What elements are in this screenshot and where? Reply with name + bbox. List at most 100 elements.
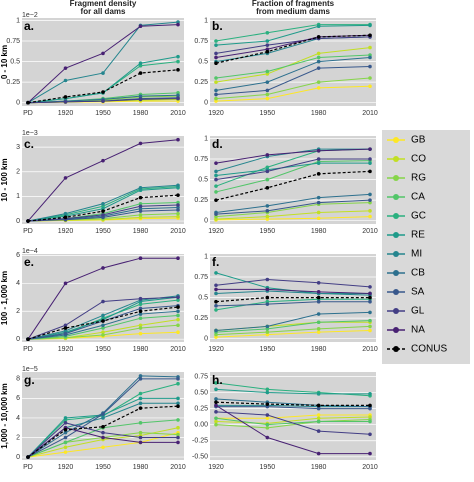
point <box>265 39 270 43</box>
point <box>368 157 372 161</box>
point <box>316 416 321 421</box>
point <box>214 169 218 174</box>
series-line <box>215 158 370 181</box>
point <box>265 96 270 101</box>
y-tick-label: 6 <box>16 395 20 402</box>
point <box>26 337 30 342</box>
point <box>214 304 218 308</box>
point <box>176 381 180 386</box>
y-tick-label: 0.25 <box>6 79 20 86</box>
point <box>138 309 143 314</box>
series-line <box>215 210 371 220</box>
point <box>368 161 372 165</box>
series-line <box>215 298 370 311</box>
point <box>176 317 180 322</box>
point <box>214 410 218 414</box>
series-line <box>215 148 371 164</box>
x-tick-label: 1920 <box>208 346 224 353</box>
point <box>316 161 321 165</box>
y-tick-label: 0.75 <box>194 38 208 45</box>
point <box>63 430 68 435</box>
point <box>265 277 270 282</box>
point <box>316 392 321 396</box>
point <box>63 331 68 336</box>
x-tick-label: PD <box>23 228 33 235</box>
point <box>176 256 180 260</box>
point <box>138 421 143 425</box>
series-line <box>215 47 371 83</box>
series-line <box>216 404 370 408</box>
point <box>138 296 143 301</box>
point <box>138 377 143 381</box>
point <box>214 419 218 424</box>
y-tick-label: 3 <box>16 144 20 151</box>
scale-note: 1e−4 <box>22 248 38 255</box>
point <box>101 313 105 318</box>
point <box>265 390 270 395</box>
point <box>265 72 270 76</box>
point <box>176 208 180 212</box>
legend-dot <box>393 308 399 314</box>
y-tick-label: 1 <box>204 17 208 24</box>
y-tick-label: 0 <box>16 454 20 461</box>
y-tick-label: 0.75 <box>194 156 208 163</box>
series-line <box>215 24 371 46</box>
point <box>265 153 270 157</box>
series-line <box>215 34 371 64</box>
x-tick-label: 1980 <box>133 110 149 117</box>
y-tick-label: 0.75 <box>6 38 20 45</box>
point <box>101 215 105 220</box>
point <box>138 435 143 440</box>
point <box>176 183 180 188</box>
point <box>176 432 180 437</box>
x-tick-label: 2010 <box>362 346 378 353</box>
series-line <box>215 401 370 407</box>
point <box>101 90 105 94</box>
point <box>138 401 143 406</box>
point <box>316 216 321 221</box>
point <box>265 69 270 74</box>
point <box>138 204 143 209</box>
point <box>316 66 321 70</box>
point <box>368 45 372 50</box>
point <box>368 209 372 213</box>
point <box>368 214 372 219</box>
point <box>316 429 321 433</box>
legend-dot <box>393 327 399 333</box>
x-tick-label: 1980 <box>311 464 327 471</box>
panel-title: for all dams <box>81 7 126 16</box>
y-tick-label: 0.75 <box>194 274 208 281</box>
y-tick-label: 0.5 <box>198 176 208 183</box>
point <box>368 285 372 289</box>
series-line <box>215 301 370 307</box>
point <box>63 326 68 330</box>
point <box>368 295 372 300</box>
legend-label: NA <box>411 325 425 336</box>
point <box>176 20 180 24</box>
point <box>176 377 180 381</box>
y-tick-label: 8 <box>16 376 20 383</box>
x-tick-label: 2010 <box>362 464 378 471</box>
point <box>138 326 143 330</box>
point <box>138 61 143 66</box>
point <box>176 214 180 219</box>
point <box>138 24 143 29</box>
point <box>316 330 321 334</box>
x-tick-label: 1920 <box>58 346 74 353</box>
point <box>63 427 68 432</box>
panel-letter: d. <box>212 137 223 151</box>
point <box>368 318 372 323</box>
y-tick-label: 4 <box>16 415 20 422</box>
legend-dot <box>393 289 399 295</box>
point <box>63 215 68 220</box>
x-tick-label: 1920 <box>208 464 224 471</box>
y-tick-label: 0 <box>16 100 20 107</box>
legend-label: RE <box>411 230 425 241</box>
point <box>138 396 143 401</box>
point <box>265 177 270 182</box>
point <box>101 319 105 323</box>
legend-label: CA <box>411 192 425 203</box>
point <box>101 206 105 211</box>
point <box>101 323 105 328</box>
point <box>138 97 143 102</box>
